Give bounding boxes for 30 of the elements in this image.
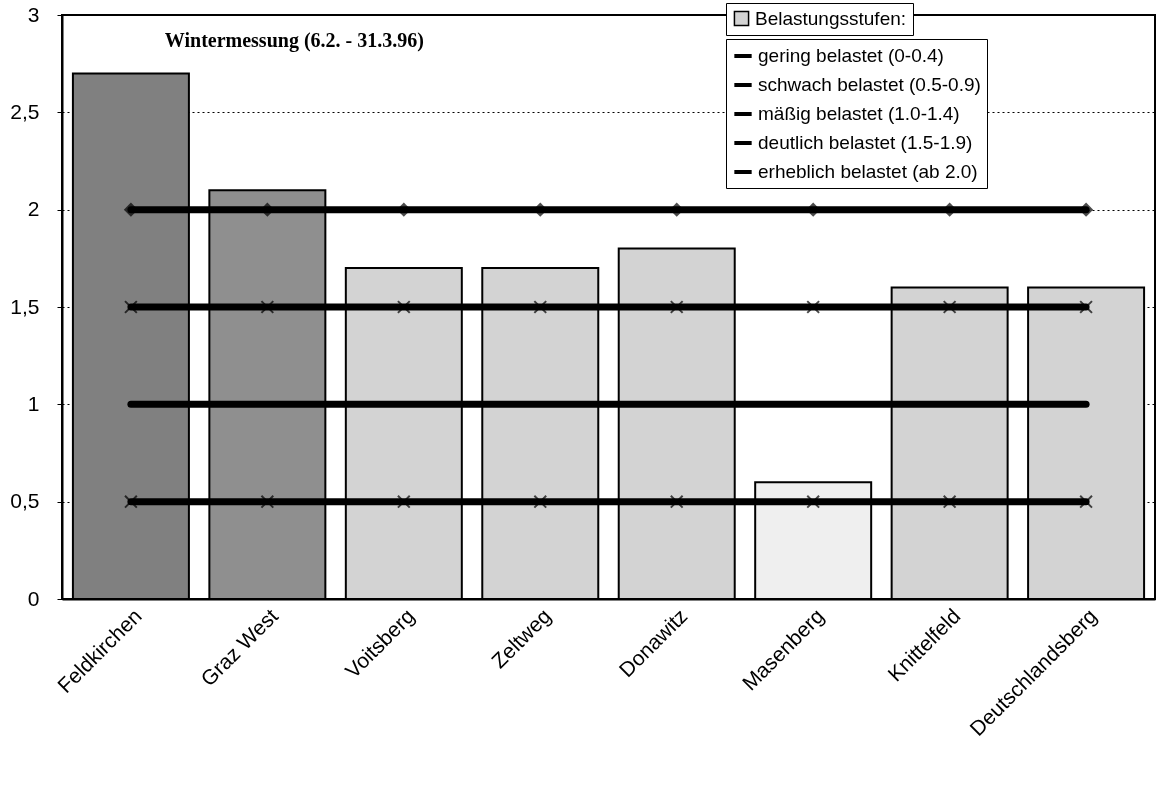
legend-label: schwach belastet (0.5-0.9): [758, 74, 981, 95]
point: [533, 494, 548, 509]
legend-label: gering belastet (0-0.4): [758, 45, 944, 66]
point: [123, 300, 138, 314]
point: [806, 494, 821, 509]
legend-label: erheblich belastet (ab 2.0): [758, 161, 978, 182]
y-tick-label: 2,5: [10, 99, 40, 123]
y-tick-label: 1: [27, 391, 40, 415]
y-tick-label: 3: [27, 2, 40, 26]
point: [396, 494, 411, 509]
y-tick-label: 0: [27, 586, 40, 610]
point: [806, 300, 821, 314]
point: [260, 494, 275, 509]
legend-label: mäßig belastet (1.0-1.4): [758, 103, 960, 124]
point: [669, 300, 684, 314]
point: [942, 494, 957, 509]
point: [123, 494, 138, 509]
text: Wintermessung (6.2. - 31.3.96): [164, 28, 424, 52]
y-tick-label: 2: [27, 197, 40, 221]
point: [533, 300, 548, 314]
point: [1079, 300, 1094, 314]
point: [396, 300, 411, 314]
point: [942, 300, 957, 314]
y-tick-label: 1,5: [10, 294, 40, 318]
y-tick-label: 0,5: [10, 489, 40, 513]
legend-label: Belastungsstufen:: [755, 7, 907, 29]
point: [260, 300, 275, 314]
point: [1079, 494, 1094, 509]
point: [669, 494, 684, 509]
legend-label: deutlich belastet (1.5-1.9): [758, 132, 973, 153]
